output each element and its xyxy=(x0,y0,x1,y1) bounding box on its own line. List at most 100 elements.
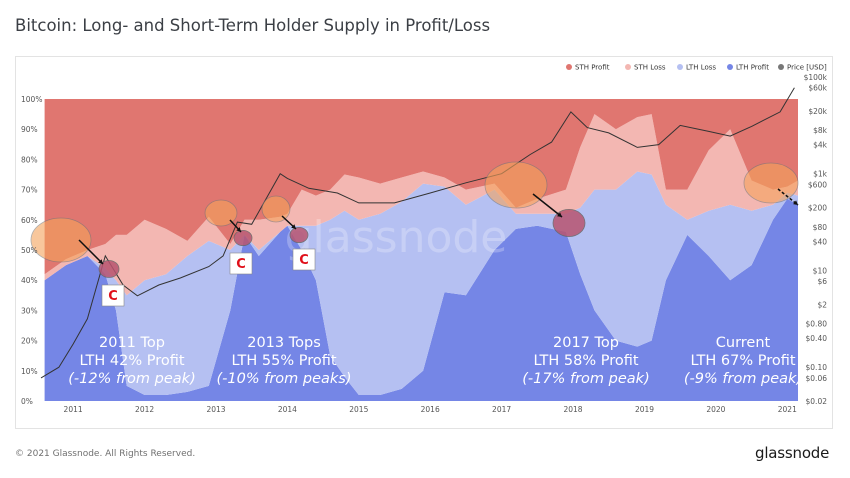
legend-dot-4 xyxy=(727,64,733,70)
area-lth-profit xyxy=(44,198,799,401)
x-axis: 2011 2012 2013 2014 2015 2016 2017 2018 2019 2020… xyxy=(64,405,798,414)
marker-circle-3 xyxy=(289,226,309,244)
y-left-tick-label: 0% xyxy=(21,397,33,406)
legend-label-5: Price [USD] xyxy=(787,64,827,72)
legend-dot-5 xyxy=(778,64,784,70)
correction-box-1: C xyxy=(101,284,125,307)
legend-label-3: LTH Loss xyxy=(686,64,716,72)
legend-label-2: STH Loss xyxy=(634,64,666,72)
brand-logo-text: glassnode xyxy=(755,444,830,462)
y-right-tick-label: $100k xyxy=(804,73,828,82)
x-tick-label: 2019 xyxy=(635,405,654,414)
y-right-tick-label: $2 xyxy=(817,300,827,309)
arrow-head-1 xyxy=(98,259,103,264)
marker-circle-2 xyxy=(233,229,253,247)
annotation-line2: LTH 42% Profit xyxy=(79,353,184,369)
annotation-line1: 2013 Tops xyxy=(247,335,321,351)
annotation-4: Current LTH 67% Profit (-9% from peak) xyxy=(684,335,802,387)
area-sth-loss xyxy=(44,114,799,296)
arrow-line-4 xyxy=(532,193,563,218)
y-right-tick-label: $60k xyxy=(808,84,827,93)
area-sth-profit xyxy=(44,99,799,275)
legend-dot-1 xyxy=(566,64,572,70)
annotation-line1: 2011 Top xyxy=(99,335,165,351)
x-tick-label: 2020 xyxy=(706,405,725,414)
correction-box-bg xyxy=(101,284,125,307)
correction-box-label: C xyxy=(236,257,246,272)
legend-label-1: STH Profit xyxy=(575,64,610,72)
x-tick-label: 2013 xyxy=(206,405,225,414)
y-right-tick-label: $80 xyxy=(813,223,828,232)
y-left-tick-label: 70% xyxy=(21,186,38,195)
highlight-ellipse-1 xyxy=(30,217,92,263)
y-axis-left: 0% 10% 20% 30% 40% 50% 60% 70% 80% 90% 100% xyxy=(21,95,42,406)
legend: STH Profit STH Loss LTH Loss LTH Profit Pric… xyxy=(566,64,827,72)
y-right-tick-label: $0.10 xyxy=(806,363,828,372)
highlight-ellipse-5 xyxy=(743,162,799,204)
annotation-1: 2011 Top LTH 42% Profit (-12% from peak) xyxy=(68,335,195,387)
y-left-tick-label: 50% xyxy=(21,246,38,255)
y-right-tick-label: $0.06 xyxy=(806,374,828,383)
x-tick-label: 2014 xyxy=(278,405,297,414)
y-left-tick-label: 60% xyxy=(21,216,38,225)
y-right-tick-label: $4k xyxy=(813,141,828,150)
chart-frame: glassnode 2011 Top LTH 42% Profit (-12% fr… xyxy=(15,56,833,429)
watermark: glassnode xyxy=(285,212,508,263)
y-right-tick-label: $6 xyxy=(817,277,827,286)
y-right-tick-label: $0.02 xyxy=(806,397,828,406)
area-layers xyxy=(44,99,799,401)
price-line-layer xyxy=(40,87,795,379)
correction-box-bg xyxy=(229,252,253,275)
arrow-head-3 xyxy=(291,224,296,229)
y-axis-right: $0.02 $0.06 $0.10 $0.40 $0.80 $2 $6$10 $40 $80 $2… xyxy=(804,73,828,406)
annotation-line1: Current xyxy=(716,335,771,351)
arrow-head-4 xyxy=(557,212,562,217)
y-left-tick-label: 10% xyxy=(21,367,38,376)
y-left-tick-label: 80% xyxy=(21,155,38,164)
annotation-line1: 2017 Top xyxy=(553,335,619,351)
legend-dot-2 xyxy=(625,64,631,70)
annotation-2: 2013 Tops LTH 55% Profit (-10% from peaks) xyxy=(216,335,351,387)
chart-title: Bitcoin: Long- and Short-Term Holder Sup… xyxy=(15,16,491,35)
annotation-line3: (-9% from peak) xyxy=(684,371,802,387)
x-tick-label: 2016 xyxy=(421,405,440,414)
price-line xyxy=(40,87,795,379)
chart-svg: glassnode 2011 Top LTH 42% Profit (-12% fr… xyxy=(21,64,828,415)
x-tick-label: 2018 xyxy=(563,405,582,414)
y-right-tick-label: $1k xyxy=(813,170,828,179)
marker-circle-1 xyxy=(98,260,120,278)
y-right-tick-label: $10 xyxy=(813,267,828,276)
annotation-line3: (-12% from peak) xyxy=(68,371,195,387)
y-right-tick-label: $0.40 xyxy=(806,334,828,343)
area-lth-loss xyxy=(44,171,799,395)
legend-dot-3 xyxy=(677,64,683,70)
highlight-layer xyxy=(30,161,799,278)
annotation-3: 2017 Top LTH 58% Profit (-17% from peak) xyxy=(522,335,649,387)
y-left-tick-label: 30% xyxy=(21,306,38,315)
copyright-text: © 2021 Glassnode. All Rights Reserved. xyxy=(15,449,196,459)
x-tick-label: 2017 xyxy=(492,405,511,414)
x-tick-label: 2015 xyxy=(349,405,368,414)
arrow-head-5 xyxy=(793,200,798,205)
arrow-head-2 xyxy=(236,227,241,232)
y-left-tick-label: 20% xyxy=(21,337,38,346)
y-right-tick-label: $8k xyxy=(813,126,828,135)
x-tick-label: 2012 xyxy=(135,405,154,414)
y-right-tick-label: $200 xyxy=(808,204,827,213)
y-right-tick-label: $600 xyxy=(808,181,827,190)
correction-box-label: C xyxy=(299,253,309,268)
y-left-tick-label: 90% xyxy=(21,125,38,134)
correction-box-label: C xyxy=(108,289,118,304)
y-left-tick-label: 40% xyxy=(21,276,38,285)
y-left-tick-label: 100% xyxy=(21,95,42,104)
legend-label-4: LTH Profit xyxy=(736,64,769,72)
highlight-ellipse-2 xyxy=(204,199,238,227)
y-right-tick-label: $40 xyxy=(813,237,828,246)
annotation-line3: (-10% from peaks) xyxy=(216,371,351,387)
x-tick-label: 2021 xyxy=(778,405,797,414)
annotation-line3: (-17% from peak) xyxy=(522,371,649,387)
correction-box-2: C xyxy=(229,252,253,275)
correction-box-bg xyxy=(292,248,316,271)
annotation-line2: LTH 67% Profit xyxy=(690,353,795,369)
